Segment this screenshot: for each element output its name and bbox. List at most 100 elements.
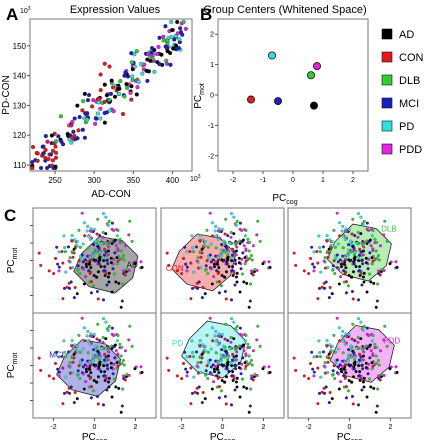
panel-c-point-dlb xyxy=(120,240,124,244)
panel-c-point-con xyxy=(307,272,311,276)
panel-c-point-pdd xyxy=(208,211,212,215)
panel-c-point-mci xyxy=(347,348,351,352)
panel-c-point-mci xyxy=(102,374,106,378)
panel-c-point-dlb xyxy=(341,246,345,250)
panel-c-point-mci xyxy=(350,394,354,398)
panel-a-point-con xyxy=(50,158,55,163)
panel-c-point-ad xyxy=(109,256,113,260)
panel-c-point-pd xyxy=(243,339,247,343)
panel-c-point-mci xyxy=(336,365,340,369)
panel-c-point-ad xyxy=(75,292,79,296)
panel-c-point-dlb xyxy=(121,387,125,391)
panel-c-point-con xyxy=(251,273,255,277)
panel-c-point-pdd xyxy=(84,275,88,279)
panel-c-point-con xyxy=(198,239,202,243)
panel-c-point-con xyxy=(60,249,64,253)
panel-c-point-pdd xyxy=(322,259,326,263)
panel-b-center-pd xyxy=(267,51,276,60)
panel-c-point-ad xyxy=(213,265,217,269)
panel-c-point-dlb xyxy=(214,246,218,250)
panel-c-point-con xyxy=(332,364,336,368)
panel-c-point-pd xyxy=(336,347,340,351)
panel-a-point-con xyxy=(53,150,59,155)
panel-c-point-mci xyxy=(113,356,117,360)
panel-a-point-dlb xyxy=(125,85,130,90)
panel-c-point-pd xyxy=(340,334,344,338)
panel-c-point-mci xyxy=(225,367,229,371)
panel-c-point-pdd xyxy=(112,228,116,232)
panel-c-point-pd xyxy=(220,333,224,337)
panel-a-point-dlb xyxy=(181,19,186,25)
panel-c-point-con xyxy=(350,232,354,236)
panel-c-point-con xyxy=(316,402,320,406)
panel-c-point-dlb xyxy=(118,342,122,346)
panel-c-point-pdd xyxy=(312,374,316,378)
panel-a-point-mci xyxy=(77,115,82,120)
panel-a-point-ad xyxy=(104,93,109,98)
panel-c-point-ad xyxy=(231,265,235,269)
panel-c-point-dlb xyxy=(204,373,208,377)
panel-a-point-mci xyxy=(163,44,168,49)
panel-c-point-pd xyxy=(209,347,213,351)
panel-c-point-mci xyxy=(344,396,348,400)
panel-c-point-mci xyxy=(111,372,115,376)
panel-c-point-dlb xyxy=(63,250,67,254)
panel-c-point-pd xyxy=(88,342,92,346)
panel-c-point-mci xyxy=(87,269,91,273)
panel-a-point-mci xyxy=(178,30,184,35)
panel-c-point-dlb xyxy=(333,271,337,275)
panel-c-point-ad xyxy=(369,385,373,389)
panel-c-point-ad xyxy=(119,410,123,414)
panel-c-point-ad xyxy=(353,360,357,364)
panel-c-point-mci xyxy=(324,280,328,284)
panel-a-point-con xyxy=(43,147,48,153)
panel-c-xlabel: PCcog xyxy=(337,432,362,440)
legend-swatch-ad xyxy=(381,28,393,40)
panel-c-point-pdd xyxy=(394,260,398,264)
panel-b-ytick-label: -1 xyxy=(208,123,214,130)
panel-c-point-dlb xyxy=(243,367,247,371)
panel-c-point-mci xyxy=(327,296,331,300)
panel-c-point-mci xyxy=(233,283,237,287)
panel-c-point-dlb xyxy=(121,253,125,257)
panel-c-point-ad xyxy=(353,363,357,367)
panel-c-point-dlb xyxy=(332,333,336,337)
panel-c-point-mci xyxy=(230,253,234,257)
panel-c-density-con xyxy=(171,233,237,292)
panel-c-point-mci xyxy=(359,250,363,254)
panel-c-point-pdd xyxy=(116,352,120,356)
panel-c-point-pdd xyxy=(267,365,271,369)
panel-c-point-ad xyxy=(359,232,363,236)
panel-c-point-ad xyxy=(220,363,224,367)
panel-c-point-ad xyxy=(337,282,341,286)
panel-c-point-mci xyxy=(184,262,188,266)
panel-c-point-dlb xyxy=(333,376,337,380)
panel-c-point-dlb xyxy=(376,387,380,391)
panel-label-a: A xyxy=(6,5,18,24)
panel-a-point-pd xyxy=(152,69,157,74)
panel-c-point-dlb xyxy=(107,219,111,223)
panel-c-point-con xyxy=(61,261,65,265)
panel-c-point-mci xyxy=(353,234,357,238)
panel-c-point-con xyxy=(167,263,171,267)
panel-c-point-mci xyxy=(335,253,339,257)
panel-c-point-con xyxy=(378,273,382,277)
panel-c-xtick-label: 0 xyxy=(221,424,225,431)
panel-c-point-con xyxy=(199,360,203,364)
panel-a-point-mci xyxy=(150,46,155,51)
panel-c-point-dlb xyxy=(112,377,116,381)
panel-c-point-pd xyxy=(222,239,226,243)
panel-c-point-mci xyxy=(223,289,227,293)
panel-c-point-con xyxy=(123,378,127,382)
panel-c-point-pd xyxy=(70,234,74,238)
panel-c-point-pdd xyxy=(112,362,116,366)
panel-c-label-pd: PD xyxy=(172,339,183,348)
panel-c-point-dlb xyxy=(96,322,100,326)
panel-b-ytick-label: 1 xyxy=(210,62,214,69)
panel-c-point-dlb xyxy=(351,217,355,221)
panel-c-xtick-label: -2 xyxy=(178,424,184,431)
panel-c-point-mci xyxy=(102,269,106,273)
panel-c-point-mci xyxy=(327,401,331,405)
panel-c-point-pd xyxy=(199,266,203,270)
panel-c-point-pd xyxy=(92,228,96,232)
